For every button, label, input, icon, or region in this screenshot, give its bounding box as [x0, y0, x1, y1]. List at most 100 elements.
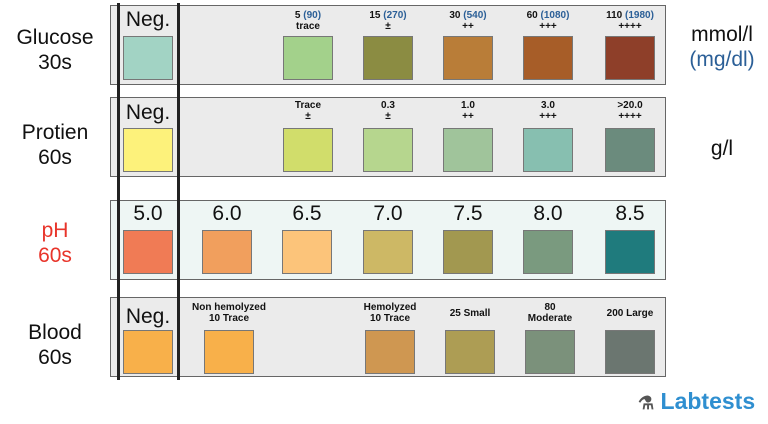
blood-level-label: Hemolyzed 10 Trace [340, 302, 440, 324]
label-text: ± [305, 111, 311, 122]
glucose-swatch [443, 36, 493, 80]
glucose-label: Glucose 30s [0, 25, 110, 75]
label-text: 15 [369, 10, 381, 21]
glucose-level-label: 5 (90) trace [258, 10, 358, 32]
label-text: (1980) [625, 10, 654, 21]
label-text: +++ [539, 21, 557, 32]
label-text: ++++ [618, 21, 642, 32]
label-text: 25 Small [449, 308, 491, 319]
label-text: (90) [303, 10, 322, 21]
ph-value-label: 8.5 [615, 202, 645, 225]
glucose-swatch [605, 36, 655, 80]
labtests-logo: ⚗ Labtests [638, 388, 755, 415]
protein-swatch [523, 128, 573, 172]
glucose-neg-label: Neg. [125, 8, 171, 31]
label-text: Non hemolyzed [192, 302, 266, 313]
glucose-swatch [283, 36, 333, 80]
ph-label: pH 60s [0, 218, 110, 268]
label-text: 5 [294, 10, 301, 21]
label-text: 10 Trace [369, 313, 411, 324]
label-text: ± [385, 21, 391, 32]
ph-value-label: 7.0 [373, 202, 403, 225]
label-text: (540) [463, 10, 487, 21]
glucose-swatch [363, 36, 413, 80]
time: 60s [38, 244, 72, 267]
time: 30s [38, 51, 72, 74]
unit-mgdl: (mg/dl) [689, 48, 755, 71]
glucose-swatch [523, 36, 573, 80]
ph-value-label: 5.0 [133, 202, 163, 225]
blood-level-label: 200 Large [580, 308, 680, 319]
ph-value-label: 6.5 [292, 202, 322, 225]
ph-swatch [605, 230, 655, 274]
protein-unit: g/l [710, 137, 734, 160]
blood-swatch [525, 330, 575, 374]
blood-label: Blood 60s [0, 320, 110, 370]
protein-level-label: >20.0 ++++ [580, 100, 680, 122]
ph-value-label: 6.0 [212, 202, 242, 225]
divider-line [117, 3, 120, 380]
ph-swatch [523, 230, 573, 274]
microscope-icon: ⚗ [638, 393, 655, 413]
label-text: ++ [462, 21, 474, 32]
protein-neg-swatch [123, 128, 173, 172]
protein-swatch [443, 128, 493, 172]
ph-value-label: 8.0 [533, 202, 563, 225]
logo-text: Labtests [660, 388, 756, 414]
glucose-level-label: 60 (1080) +++ [498, 10, 598, 32]
time: 60s [38, 146, 72, 169]
glucose-level-label: 30 (540) ++ [418, 10, 518, 32]
blood-swatch [365, 330, 415, 374]
label-text: (270) [383, 10, 407, 21]
protein-neg-label: Neg. [125, 101, 171, 124]
protein-level-label: 1.0 ++ [418, 100, 518, 122]
label-text: 200 Large [606, 308, 654, 319]
ph-swatch [123, 230, 173, 274]
label-text: trace [296, 21, 320, 32]
ph-swatch [363, 230, 413, 274]
label-text: 1.0 [461, 100, 475, 111]
label-text: 3.0 [541, 100, 555, 111]
glucose-unit: mmol/l (mg/dl) [676, 22, 768, 72]
label-text: ++ [462, 111, 474, 122]
blood-neg-label: Neg. [125, 305, 171, 328]
ph-swatch [282, 230, 332, 274]
protein-level-label: 3.0 +++ [498, 100, 598, 122]
ph-value-label: 7.5 [453, 202, 483, 225]
label-text: 80 [544, 302, 556, 313]
ph-swatch [443, 230, 493, 274]
protein-level-label: Trace ± [258, 100, 358, 122]
label-text: >20.0 [617, 100, 643, 111]
protein-label: Protien 60s [0, 120, 110, 170]
blood-swatch [204, 330, 254, 374]
label-text: (1080) [540, 10, 570, 21]
divider-line [177, 3, 180, 380]
glucose-level-label: 110 (1980) ++++ [580, 10, 680, 32]
label-text: ++++ [618, 111, 642, 122]
protein-swatch [283, 128, 333, 172]
blood-level-label: 25 Small [420, 308, 520, 319]
label-text: 60 [526, 10, 538, 21]
blood-level-label: 80 Moderate [500, 302, 600, 324]
time: 60s [38, 346, 72, 369]
label-text: 10 Trace [208, 313, 250, 324]
name: Glucose [16, 26, 94, 49]
name: Blood [28, 321, 82, 344]
label-text: 30 [449, 10, 461, 21]
label-text: Hemolyzed [363, 302, 417, 313]
unit: mmol/l [691, 23, 753, 46]
label-text: Moderate [527, 313, 573, 324]
blood-swatch [445, 330, 495, 374]
ph-swatch [202, 230, 252, 274]
name: pH [41, 219, 69, 242]
glucose-level-label: 15 (270) ± [338, 10, 438, 32]
label-text: +++ [539, 111, 557, 122]
label-text: ± [385, 111, 391, 122]
blood-neg-swatch [123, 330, 173, 374]
blood-swatch [605, 330, 655, 374]
protein-swatch [363, 128, 413, 172]
blood-level-label: Non hemolyzed 10 Trace [179, 302, 279, 324]
protein-swatch [605, 128, 655, 172]
label-text: 0.3 [381, 100, 395, 111]
label-text: 110 [606, 10, 623, 21]
